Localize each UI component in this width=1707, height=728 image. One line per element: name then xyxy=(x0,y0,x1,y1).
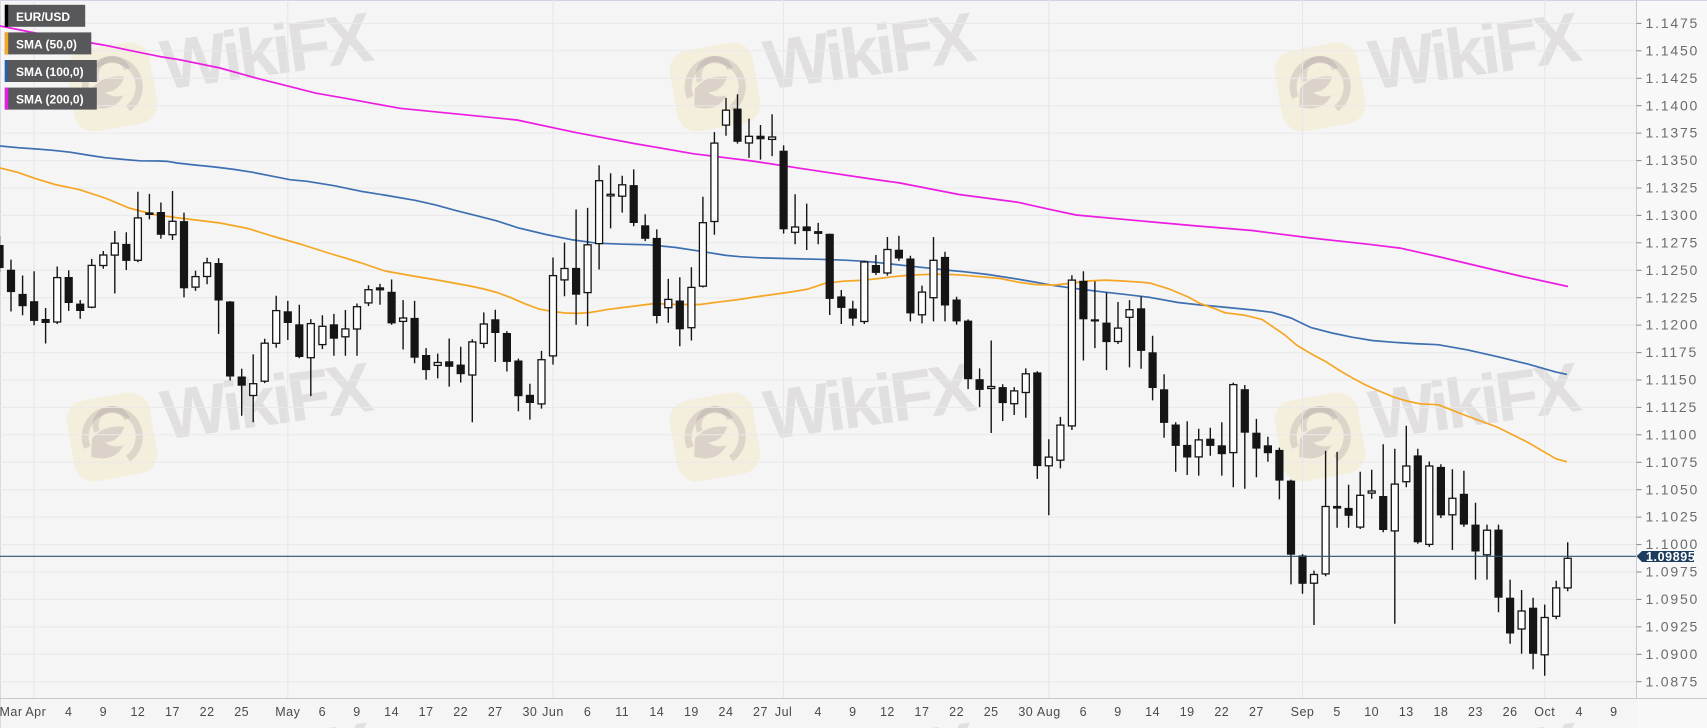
svg-text:14: 14 xyxy=(384,705,399,719)
svg-text:1.1250: 1.1250 xyxy=(1646,262,1700,278)
svg-text:22: 22 xyxy=(453,705,468,719)
svg-text:25: 25 xyxy=(234,705,249,719)
svg-text:18: 18 xyxy=(1433,705,1448,719)
svg-text:6: 6 xyxy=(584,705,591,719)
svg-text:12: 12 xyxy=(880,705,895,719)
svg-text:1.0925: 1.0925 xyxy=(1646,619,1700,635)
svg-text:EUR/USD: EUR/USD xyxy=(16,10,70,24)
svg-text:19: 19 xyxy=(1180,705,1195,719)
svg-text:4: 4 xyxy=(65,705,72,719)
svg-text:1.1375: 1.1375 xyxy=(1646,125,1700,141)
svg-text:Jul: Jul xyxy=(775,705,792,719)
svg-text:4: 4 xyxy=(1575,705,1582,719)
svg-text:Aug: Aug xyxy=(1037,705,1061,719)
svg-text:11: 11 xyxy=(615,705,629,719)
svg-text:1.1050: 1.1050 xyxy=(1646,481,1700,497)
svg-text:27: 27 xyxy=(753,705,768,719)
svg-text:1.09895: 1.09895 xyxy=(1646,550,1695,564)
svg-text:1.1275: 1.1275 xyxy=(1646,234,1700,250)
svg-text:SMA (200,0): SMA (200,0) xyxy=(16,93,84,107)
svg-text:SMA (50,0): SMA (50,0) xyxy=(16,37,77,51)
svg-text:1.0875: 1.0875 xyxy=(1646,673,1700,689)
svg-text:22: 22 xyxy=(1214,705,1229,719)
svg-text:1.1000: 1.1000 xyxy=(1646,536,1700,552)
svg-text:May: May xyxy=(275,705,300,719)
svg-text:9: 9 xyxy=(353,705,360,719)
svg-text:13: 13 xyxy=(1399,705,1414,719)
svg-text:1.1125: 1.1125 xyxy=(1646,399,1699,415)
svg-text:24: 24 xyxy=(719,705,734,719)
svg-text:26: 26 xyxy=(1503,705,1518,719)
svg-text:30: 30 xyxy=(1018,705,1033,719)
svg-text:17: 17 xyxy=(915,705,930,719)
svg-text:14: 14 xyxy=(1145,705,1160,719)
svg-text:12: 12 xyxy=(130,705,145,719)
svg-text:22: 22 xyxy=(949,705,964,719)
svg-text:25: 25 xyxy=(984,705,999,719)
svg-text:1.1200: 1.1200 xyxy=(1646,317,1700,333)
svg-text:1.1175: 1.1175 xyxy=(1646,344,1699,360)
svg-text:1.1400: 1.1400 xyxy=(1646,97,1700,113)
svg-text:17: 17 xyxy=(419,705,434,719)
svg-text:1.1025: 1.1025 xyxy=(1646,509,1700,525)
svg-text:9: 9 xyxy=(1114,705,1121,719)
svg-text:6: 6 xyxy=(319,705,326,719)
svg-text:1.1100: 1.1100 xyxy=(1646,426,1699,442)
svg-text:6: 6 xyxy=(1080,705,1087,719)
svg-text:Sep: Sep xyxy=(1291,705,1315,719)
svg-text:Apr: Apr xyxy=(25,705,46,719)
svg-text:1.1225: 1.1225 xyxy=(1646,289,1700,305)
svg-text:9: 9 xyxy=(100,705,107,719)
svg-text:1.1325: 1.1325 xyxy=(1646,180,1700,196)
svg-text:5: 5 xyxy=(1333,705,1340,719)
svg-text:1.1425: 1.1425 xyxy=(1646,70,1700,86)
svg-text:Jun: Jun xyxy=(542,705,564,719)
svg-text:1.0900: 1.0900 xyxy=(1646,646,1700,662)
svg-text:Oct: Oct xyxy=(1534,705,1555,719)
svg-text:27: 27 xyxy=(1249,705,1264,719)
svg-text:23: 23 xyxy=(1468,705,1483,719)
svg-text:SMA (100,0): SMA (100,0) xyxy=(16,65,84,79)
svg-text:19: 19 xyxy=(684,705,699,719)
svg-text:1.1350: 1.1350 xyxy=(1646,152,1700,168)
svg-text:1.0950: 1.0950 xyxy=(1646,591,1700,607)
svg-text:Mar: Mar xyxy=(0,705,23,719)
svg-text:27: 27 xyxy=(488,705,503,719)
svg-text:9: 9 xyxy=(849,705,856,719)
svg-text:17: 17 xyxy=(165,705,180,719)
svg-text:14: 14 xyxy=(649,705,664,719)
svg-text:22: 22 xyxy=(200,705,215,719)
svg-text:1.0975: 1.0975 xyxy=(1646,564,1700,580)
svg-text:1.1475: 1.1475 xyxy=(1646,15,1700,31)
svg-text:9: 9 xyxy=(1610,705,1617,719)
svg-text:30: 30 xyxy=(522,705,537,719)
svg-text:1.1150: 1.1150 xyxy=(1646,372,1699,388)
svg-text:1.1300: 1.1300 xyxy=(1646,207,1700,223)
svg-text:10: 10 xyxy=(1364,705,1379,719)
svg-text:1.1450: 1.1450 xyxy=(1646,42,1700,58)
svg-text:1.1075: 1.1075 xyxy=(1646,454,1700,470)
svg-text:4: 4 xyxy=(814,705,821,719)
